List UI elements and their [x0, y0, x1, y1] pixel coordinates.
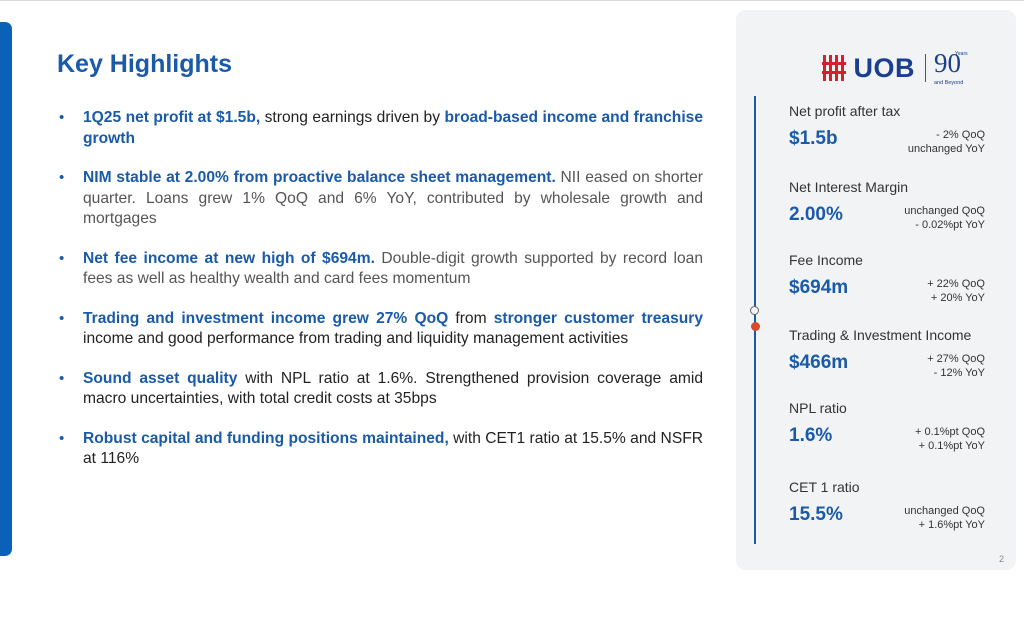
bullet-icon: • [59, 429, 65, 447]
highlight-text: broad-based income and franchise growth [83, 109, 703, 147]
highlight-text: Trading and investment income grew 27% Q… [83, 309, 449, 327]
metric-change-qoq: + 22% QoQ [927, 278, 985, 290]
page-number: 2 [998, 554, 1004, 564]
metric-change-qoq: + 27% QoQ [927, 353, 985, 365]
metric-label: NPL ratio [789, 400, 847, 416]
highlight-text: stronger customer treasury [493, 309, 704, 327]
highlight-text: Robust capital and funding positions mai… [83, 429, 449, 447]
highlight-item: • Robust capital and funding positions ma… [57, 429, 703, 470]
timeline-dot-icon [751, 322, 760, 331]
metric-fee-income: Fee Income $694m + 22% QoQ + 20% YoY [789, 252, 985, 312]
metric-change-qoq: unchanged QoQ [904, 505, 985, 517]
bullet-icon: • [59, 369, 65, 387]
highlights-list: • 1Q25 net profit at $1.5b, strong earnin… [57, 108, 703, 489]
metric-npl-ratio: NPL ratio 1.6% + 0.1%pt QoQ + 0.1%pt YoY [789, 400, 985, 460]
body-text: from [448, 309, 494, 327]
metric-change: unchanged QoQ - 0.02%pt YoY [904, 204, 985, 232]
highlight-text: Net fee income at new high of $694m. [83, 249, 375, 267]
metric-change-yoy: unchanged YoY [907, 143, 985, 155]
timeline-line [754, 96, 756, 544]
metric-change-yoy: - 0.02%pt YoY [915, 219, 985, 231]
metric-change: unchanged QoQ + 1.6%pt YoY [904, 504, 985, 532]
body-text: Double-digit growth supported by record … [83, 249, 704, 288]
bullet-icon: • [59, 309, 65, 327]
metric-change-qoq: - 2% QoQ [936, 129, 985, 141]
metric-cet1-ratio: CET 1 ratio 15.5% unchanged QoQ + 1.6%pt… [789, 479, 985, 539]
anniversary-years: Years [955, 51, 968, 57]
body-text: income and good performance from trading… [83, 330, 629, 347]
metric-trading-investment: Trading & Investment Income $466m + 27% … [789, 327, 985, 387]
metric-change-yoy: + 20% YoY [930, 292, 985, 304]
anniversary-number: 90 [934, 48, 961, 78]
metric-change-qoq: unchanged QoQ [904, 205, 985, 217]
page-title: Key Highlights [57, 50, 233, 78]
bullet-icon: • [59, 249, 65, 267]
left-accent-bar [0, 22, 12, 556]
metric-value: $1.5b [789, 128, 838, 149]
logo-divider [925, 54, 926, 82]
metric-value: 1.6% [789, 425, 833, 446]
metric-change: + 0.1%pt QoQ + 0.1%pt YoY [915, 425, 985, 453]
metric-change: - 2% QoQ unchanged YoY [908, 128, 985, 156]
metric-change-yoy: + 1.6%pt YoY [918, 519, 985, 531]
bullet-icon: • [59, 109, 65, 126]
highlight-item: • 1Q25 net profit at $1.5b, strong earnin… [57, 108, 703, 149]
body-text: strong earnings driven by [260, 109, 445, 126]
metric-label: CET 1 ratio [789, 479, 860, 495]
highlight-item: • Trading and investment income grew 27% … [57, 309, 703, 350]
metric-nim: Net Interest Margin 2.00% unchanged QoQ … [789, 179, 985, 239]
metric-value: 15.5% [789, 504, 843, 525]
body-text: NII eased on shorter quarter. Loans grew… [83, 169, 704, 227]
highlight-text: 1Q25 net profit at $1.5b, [83, 109, 261, 126]
uob-logo: UOB 90 Years and Beyond [821, 48, 975, 88]
metric-label: Fee Income [789, 252, 863, 268]
metric-label: Net Interest Margin [789, 179, 909, 195]
highlight-item: • NIM stable at 2.00% from proactive bala… [57, 168, 703, 230]
uob-mark-icon [821, 55, 846, 81]
bullet-icon: • [59, 169, 65, 186]
metric-value: 2.00% [789, 204, 843, 225]
metric-change-qoq: + 0.1%pt QoQ [914, 426, 985, 438]
body-text: with CET1 ratio at 15.5% and NSFR at 116… [83, 429, 704, 468]
metric-change: + 22% QoQ + 20% YoY [927, 277, 985, 305]
highlight-text: NIM stable at 2.00% from proactive balan… [83, 169, 556, 186]
metric-label: Trading & Investment Income [789, 327, 972, 343]
logo-brand-text: UOB [853, 52, 915, 83]
body-text: with NPL ratio at 1.6%. Strengthened pro… [83, 369, 704, 408]
timeline-circle-icon [750, 306, 759, 315]
highlight-item: • Sound asset quality with NPL ratio at 1… [57, 369, 703, 410]
metric-change-yoy: - 12% YoY [933, 367, 985, 379]
metric-value: $694m [789, 277, 849, 298]
metric-net-profit: Net profit after tax $1.5b - 2% QoQ unch… [789, 103, 985, 163]
metric-change: + 27% QoQ - 12% YoY [927, 352, 985, 380]
metric-value: $466m [789, 352, 849, 373]
top-border [0, 0, 1024, 1]
metrics-panel: UOB 90 Years and Beyond Net profit after… [736, 10, 1016, 570]
anniversary-tagline: and Beyond [934, 80, 964, 86]
highlight-item: • Net fee income at new high of $694m. Do… [57, 249, 703, 290]
metric-label: Net profit after tax [789, 103, 901, 119]
highlight-text: Sound asset quality [83, 369, 238, 387]
anniversary-badge: 90 Years and Beyond [934, 48, 974, 88]
metric-change-yoy: + 0.1%pt YoY [918, 440, 985, 452]
